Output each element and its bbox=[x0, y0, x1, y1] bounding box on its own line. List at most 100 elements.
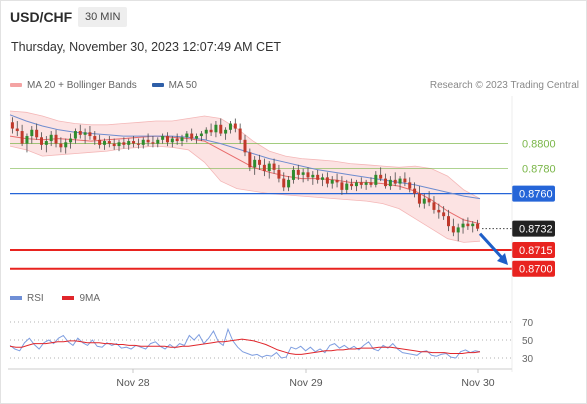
x-tick-label: Nov 28 bbox=[116, 377, 149, 389]
candle-body bbox=[393, 179, 397, 184]
candle-body bbox=[340, 182, 344, 190]
candle-body bbox=[417, 193, 421, 204]
rsi-tick-label: 50 bbox=[522, 336, 534, 347]
legend-label: RSI bbox=[27, 293, 44, 304]
candle-body bbox=[141, 139, 145, 145]
candle-body bbox=[291, 169, 295, 180]
candle-body bbox=[228, 123, 232, 130]
candle-body bbox=[354, 182, 358, 187]
legend-item-9ma: 9MA bbox=[62, 293, 100, 304]
candle-body bbox=[258, 159, 262, 165]
candle-body bbox=[374, 174, 378, 185]
rsi-tick-label: 70 bbox=[522, 318, 534, 329]
candle-body bbox=[175, 138, 179, 142]
legend-swatch bbox=[151, 83, 164, 88]
candle-body bbox=[156, 139, 160, 144]
candle-body bbox=[447, 216, 451, 227]
candle-body bbox=[93, 136, 97, 140]
candle-body bbox=[437, 209, 441, 213]
candle-body bbox=[432, 202, 436, 210]
rsi-line bbox=[9, 327, 481, 359]
candle-body bbox=[127, 141, 131, 145]
candle-body bbox=[209, 129, 213, 133]
candle-body bbox=[471, 223, 475, 227]
candle-body bbox=[325, 177, 329, 184]
forecast-arrow-head bbox=[497, 252, 508, 265]
candle-body bbox=[364, 182, 368, 185]
candle-body bbox=[408, 182, 412, 189]
candle-body bbox=[413, 188, 417, 194]
candle-body bbox=[321, 177, 325, 180]
candle-body bbox=[379, 174, 383, 179]
candle-body bbox=[296, 169, 300, 175]
candle-body bbox=[384, 178, 388, 187]
candle-body bbox=[316, 174, 320, 180]
candle-body bbox=[146, 139, 150, 143]
candle-body bbox=[132, 141, 136, 144]
candle-body bbox=[456, 227, 460, 233]
candle-body bbox=[199, 133, 203, 137]
candle-body bbox=[461, 223, 465, 228]
candle-body bbox=[466, 223, 470, 227]
timeframe-badge[interactable]: 30 MIN bbox=[78, 7, 128, 27]
candle-body bbox=[88, 132, 92, 137]
rsi-tick-label: 30 bbox=[522, 354, 534, 365]
candle-body bbox=[204, 129, 208, 134]
candle-body bbox=[219, 124, 223, 134]
candle-body bbox=[30, 129, 34, 137]
legend-item-rsi: RSI bbox=[10, 293, 44, 304]
resistance-label: 0.8800 bbox=[522, 139, 556, 151]
candle-body bbox=[44, 141, 48, 145]
candle-body bbox=[403, 178, 407, 183]
candle-body bbox=[335, 179, 339, 183]
candle-body bbox=[83, 132, 87, 135]
symbol-label: USD/CHF bbox=[10, 9, 73, 25]
candle-body bbox=[238, 128, 242, 140]
candle-body bbox=[10, 122, 14, 129]
candle-body bbox=[398, 178, 402, 184]
credit-text: Research © 2023 Trading Central bbox=[429, 80, 579, 91]
support-label: 0.8700 bbox=[519, 264, 553, 276]
candle-body bbox=[64, 142, 68, 148]
legend-swatch bbox=[62, 296, 75, 301]
candle-body bbox=[20, 131, 24, 144]
candle-body bbox=[214, 124, 218, 133]
bollinger-lower-line bbox=[9, 145, 481, 243]
candle-body bbox=[117, 142, 121, 147]
candle-body bbox=[233, 123, 237, 129]
candle-body bbox=[25, 136, 29, 144]
candle-body bbox=[107, 141, 111, 144]
ma20-line bbox=[9, 135, 481, 225]
candle-body bbox=[243, 139, 247, 153]
support-tag bbox=[512, 241, 555, 258]
x-tick-label: Nov 30 bbox=[461, 377, 494, 389]
candle-body bbox=[102, 141, 106, 145]
candle-body bbox=[180, 137, 184, 142]
candle-body bbox=[267, 163, 271, 172]
chart-header: USD/CHF 30 MIN bbox=[0, 0, 587, 34]
support-tag bbox=[512, 260, 555, 277]
candle-body bbox=[248, 152, 252, 168]
candle-body bbox=[427, 198, 431, 203]
legend-item-ma50: MA 50 bbox=[151, 80, 197, 91]
candle-body bbox=[161, 136, 165, 140]
candle-body bbox=[49, 134, 53, 142]
x-tick-label: Nov 29 bbox=[289, 377, 322, 389]
candle-body bbox=[345, 183, 349, 190]
candle-body bbox=[224, 129, 228, 134]
candle-body bbox=[136, 143, 140, 145]
current-price-label: 0.8732 bbox=[519, 224, 553, 236]
support-label: 0.8715 bbox=[519, 245, 553, 257]
candle-body bbox=[262, 164, 266, 172]
candle-body bbox=[277, 169, 281, 179]
pivot-tag bbox=[512, 185, 555, 202]
candle-body bbox=[422, 198, 426, 204]
legend-swatch bbox=[10, 296, 22, 301]
candle-body bbox=[98, 139, 102, 145]
candle-body bbox=[311, 174, 315, 178]
candle-body bbox=[112, 143, 116, 147]
resistance-label: 0.8780 bbox=[522, 164, 556, 176]
candle-body bbox=[350, 183, 354, 187]
candle-body bbox=[151, 142, 155, 144]
